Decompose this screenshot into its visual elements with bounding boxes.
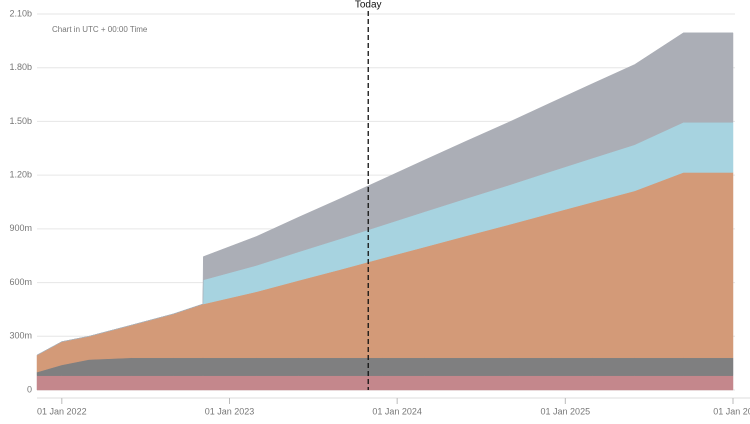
y-tick-label: 1.20b [9,170,32,180]
area [36,357,734,376]
y-tick-label: 2.10b [9,8,32,18]
y-tick-label: 0 [27,384,32,394]
x-tick-label: 01 Jan 2024 [372,406,422,416]
x-tick-label: 01 Jan 2023 [205,406,255,416]
x-tick-label: 01 Jan 2025 [541,406,591,416]
today-label: Today [355,0,382,11]
y-tick-label: 600m [9,277,32,287]
area [36,32,734,356]
y-tick-label: 1.50b [9,116,32,126]
x-tick-label: 01 Jan 2022 [37,406,87,416]
y-tick-label: 900m [9,223,32,233]
area [36,375,734,391]
x-tick-label: 01 Jan 20 [713,406,750,416]
subtitle: Chart in UTC + 00:00 Time [52,25,148,34]
y-tick-label: 300m [9,331,32,341]
y-tick-label: 1.80b [9,62,32,72]
